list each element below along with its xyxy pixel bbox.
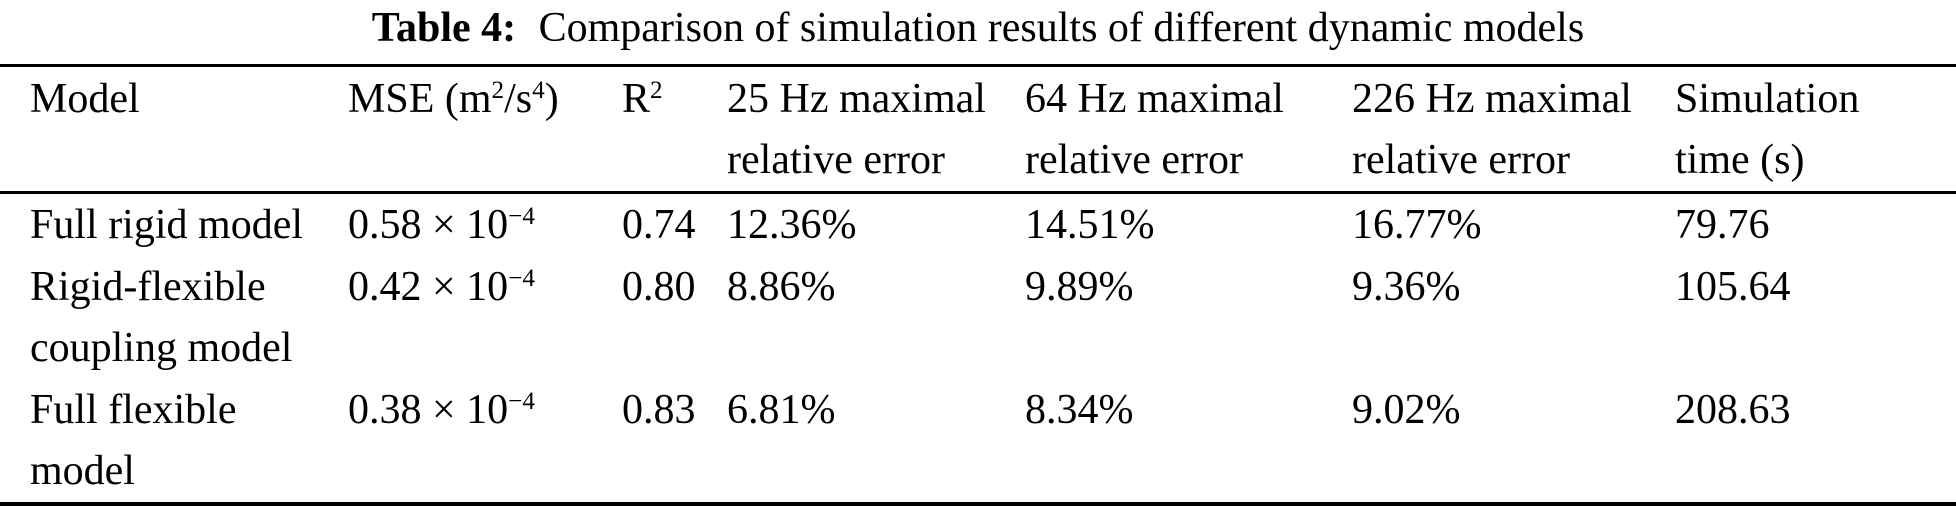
simulation-comparison-table: Model MSE (m2/s4) R2 25 Hz maximal relat… bbox=[0, 64, 1956, 506]
cell-err-64hz: 14.51% bbox=[1025, 202, 1155, 248]
cell-r2: 0.74 bbox=[622, 202, 696, 248]
cell-sim-time: 79.76 bbox=[1675, 202, 1770, 248]
table-row-full-rigid: Full rigid model 0.58 × 10−4 0.74 12.36%… bbox=[0, 193, 1956, 257]
cell-err-64hz: 9.89% bbox=[1025, 264, 1134, 310]
header-err-25hz: 25 Hz maximal relative error bbox=[727, 65, 1025, 194]
table-caption-label: Table 4: bbox=[371, 5, 517, 51]
cell-mse: 0.42 × 10−4 bbox=[348, 264, 535, 310]
cell-err-226hz: 9.36% bbox=[1352, 264, 1461, 310]
cell-model: Rigid-flexible coupling model bbox=[30, 264, 293, 371]
table-row-full-flexible: Full flexible model 0.38 × 10−4 0.83 6.8… bbox=[0, 379, 1956, 504]
cell-err-226hz: 9.02% bbox=[1352, 387, 1461, 433]
table-caption-text: Comparison of simulation results of diff… bbox=[538, 5, 1585, 51]
header-row: Model MSE (m2/s4) R2 25 Hz maximal relat… bbox=[0, 65, 1956, 194]
cell-r2: 0.83 bbox=[622, 387, 696, 433]
cell-err-25hz: 12.36% bbox=[727, 202, 857, 248]
table-row-rigid-flexible: Rigid-flexible coupling model 0.42 × 10−… bbox=[0, 256, 1956, 379]
cell-r2: 0.80 bbox=[622, 264, 696, 310]
header-model: Model bbox=[0, 65, 348, 194]
cell-mse: 0.38 × 10−4 bbox=[348, 387, 535, 433]
header-err-226hz: 226 Hz maximal relative error bbox=[1352, 65, 1675, 194]
cell-err-25hz: 8.86% bbox=[727, 264, 836, 310]
cell-sim-time: 105.64 bbox=[1675, 264, 1791, 310]
header-r2: R2 bbox=[622, 65, 727, 194]
header-mse: MSE (m2/s4) bbox=[348, 65, 622, 194]
cell-sim-time: 208.63 bbox=[1675, 387, 1791, 433]
cell-model: Full rigid model bbox=[30, 202, 303, 248]
cell-err-64hz: 8.34% bbox=[1025, 387, 1134, 433]
cell-mse: 0.58 × 10−4 bbox=[348, 202, 535, 248]
header-sim-time: Simulation time (s) bbox=[1675, 65, 1956, 194]
cell-model: Full flexible model bbox=[30, 387, 237, 494]
table-caption: Table 4: Comparison of simulation result… bbox=[0, 0, 1956, 56]
header-err-64hz: 64 Hz maximal relative error bbox=[1025, 65, 1352, 194]
cell-err-226hz: 16.77% bbox=[1352, 202, 1482, 248]
cell-err-25hz: 6.81% bbox=[727, 387, 836, 433]
